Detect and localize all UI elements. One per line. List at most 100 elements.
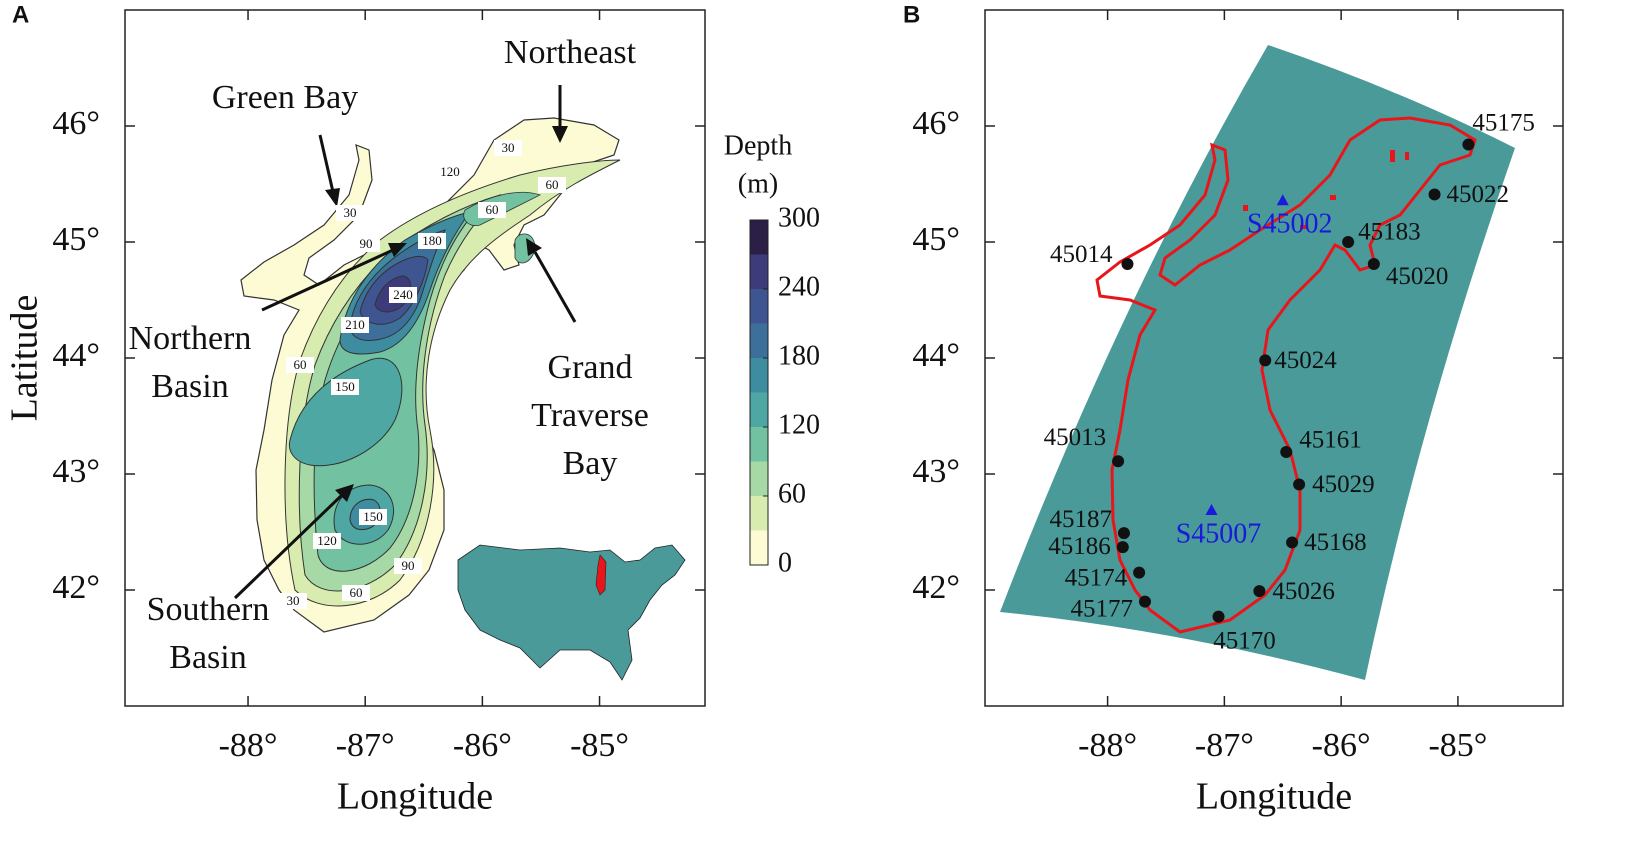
station	[1112, 455, 1125, 468]
us-inset	[457, 544, 686, 681]
colorbar-tick-label: 180	[778, 340, 820, 371]
contour-label-box	[389, 287, 417, 303]
y-tick-label: 43°	[912, 453, 960, 490]
y-tick-label: 46°	[912, 105, 960, 142]
contour-label: 60	[350, 585, 363, 600]
station-label: 45026	[1272, 578, 1335, 605]
station-label: 45013	[1044, 424, 1107, 451]
y-tick-label: 44°	[912, 337, 960, 374]
station-label: 45175	[1472, 109, 1535, 136]
site-marker	[1276, 194, 1289, 206]
colorbar-band	[750, 392, 768, 427]
colorbar-band	[750, 358, 768, 393]
station-label: 45168	[1304, 529, 1367, 556]
colorbar-band	[750, 427, 768, 462]
y-tick-label: 42°	[912, 569, 960, 606]
annotation: Basin	[169, 639, 246, 676]
station-label: 45022	[1447, 181, 1510, 208]
contour-label: 60	[546, 177, 559, 192]
colorbar-tick-label: 0	[778, 547, 792, 578]
contour-label-box	[313, 533, 341, 549]
contour-label-box	[331, 379, 359, 395]
x-tick-label: -86°	[453, 727, 512, 764]
station-label: 45024	[1274, 347, 1337, 374]
contour-label-box	[538, 177, 566, 193]
station	[1121, 258, 1134, 271]
annotation: Grand	[548, 349, 633, 386]
y-axis-label: Latitude	[4, 295, 46, 422]
islands	[1243, 150, 1409, 229]
station	[1133, 566, 1146, 579]
contour-label-box	[279, 593, 307, 609]
y-tick-label: 42°	[52, 569, 100, 606]
station	[1253, 585, 1266, 598]
x-tick-label: -87°	[336, 727, 395, 764]
station-label: 45029	[1312, 471, 1375, 498]
x-axis-label: Longitude	[337, 776, 493, 818]
colorbar-band	[750, 220, 768, 255]
x-tick-label: -87°	[1195, 727, 1254, 764]
annotation: Basin	[151, 368, 228, 405]
y-tick-label: 45°	[912, 221, 960, 258]
station-label: 45170	[1213, 627, 1276, 654]
station-label: 45177	[1070, 595, 1133, 622]
station-label: 45020	[1386, 263, 1449, 290]
station	[1116, 541, 1129, 554]
contour-label-box	[342, 585, 370, 601]
colorbar-tick-label: 120	[778, 409, 820, 440]
michigan-highlight	[595, 554, 607, 596]
y-tick-label: 43°	[52, 453, 100, 490]
station	[1286, 536, 1299, 549]
colorbar-band	[750, 461, 768, 496]
annotation: Green Bay	[212, 79, 358, 116]
contour-label-box	[418, 233, 446, 249]
contour-label: 180	[422, 233, 442, 248]
colorbar-band	[750, 530, 768, 565]
colorbar-band	[750, 289, 768, 324]
contour-label-box	[336, 205, 364, 221]
x-tick-label: -85°	[570, 727, 629, 764]
station-label: 45187	[1049, 506, 1112, 533]
y-tick-label: 46°	[52, 105, 100, 142]
contour-label-box	[341, 317, 369, 333]
x-axis-label: Longitude	[1196, 776, 1352, 818]
x-tick-label: -85°	[1428, 727, 1487, 764]
contour-label: 150	[363, 509, 383, 524]
contour-label: 30	[287, 593, 300, 608]
colorbar-band	[750, 254, 768, 289]
colorbar-tick-label: 240	[778, 271, 820, 302]
contour-label: 120	[317, 533, 337, 548]
contour-label: 240	[393, 287, 413, 302]
contour-label-box	[394, 558, 422, 574]
colorbar-band	[750, 323, 768, 358]
station	[1462, 138, 1475, 151]
model-grid	[1000, 45, 1515, 680]
annotation: Northeast	[504, 34, 637, 71]
panel-label: B	[903, 1, 920, 28]
station	[1293, 478, 1306, 491]
contour-label: 90	[360, 236, 373, 251]
contour-label-box	[494, 140, 522, 156]
contour-label: 120	[440, 164, 460, 179]
station	[1342, 236, 1355, 248]
contour-label-box	[478, 202, 506, 218]
station	[1117, 527, 1130, 540]
contour-label: 60	[294, 357, 307, 372]
station-label: 45174	[1065, 564, 1128, 591]
site-marker	[1205, 503, 1218, 515]
panel-label: A	[12, 1, 29, 28]
site-label: S45002	[1247, 209, 1333, 240]
station-label: 45014	[1050, 241, 1113, 268]
contour-label: 30	[502, 140, 515, 155]
contour-label: 60	[486, 202, 499, 217]
station-label: 45183	[1358, 219, 1421, 246]
contour-label-box	[359, 509, 387, 525]
contour-label: 150	[335, 379, 355, 394]
station	[1367, 258, 1380, 271]
contour-label: 90	[402, 558, 415, 573]
colorbar-frame	[749, 219, 769, 566]
colorbar-band	[750, 496, 768, 531]
colorbar-title: (m)	[738, 168, 778, 199]
contour-label: 210	[345, 317, 365, 332]
